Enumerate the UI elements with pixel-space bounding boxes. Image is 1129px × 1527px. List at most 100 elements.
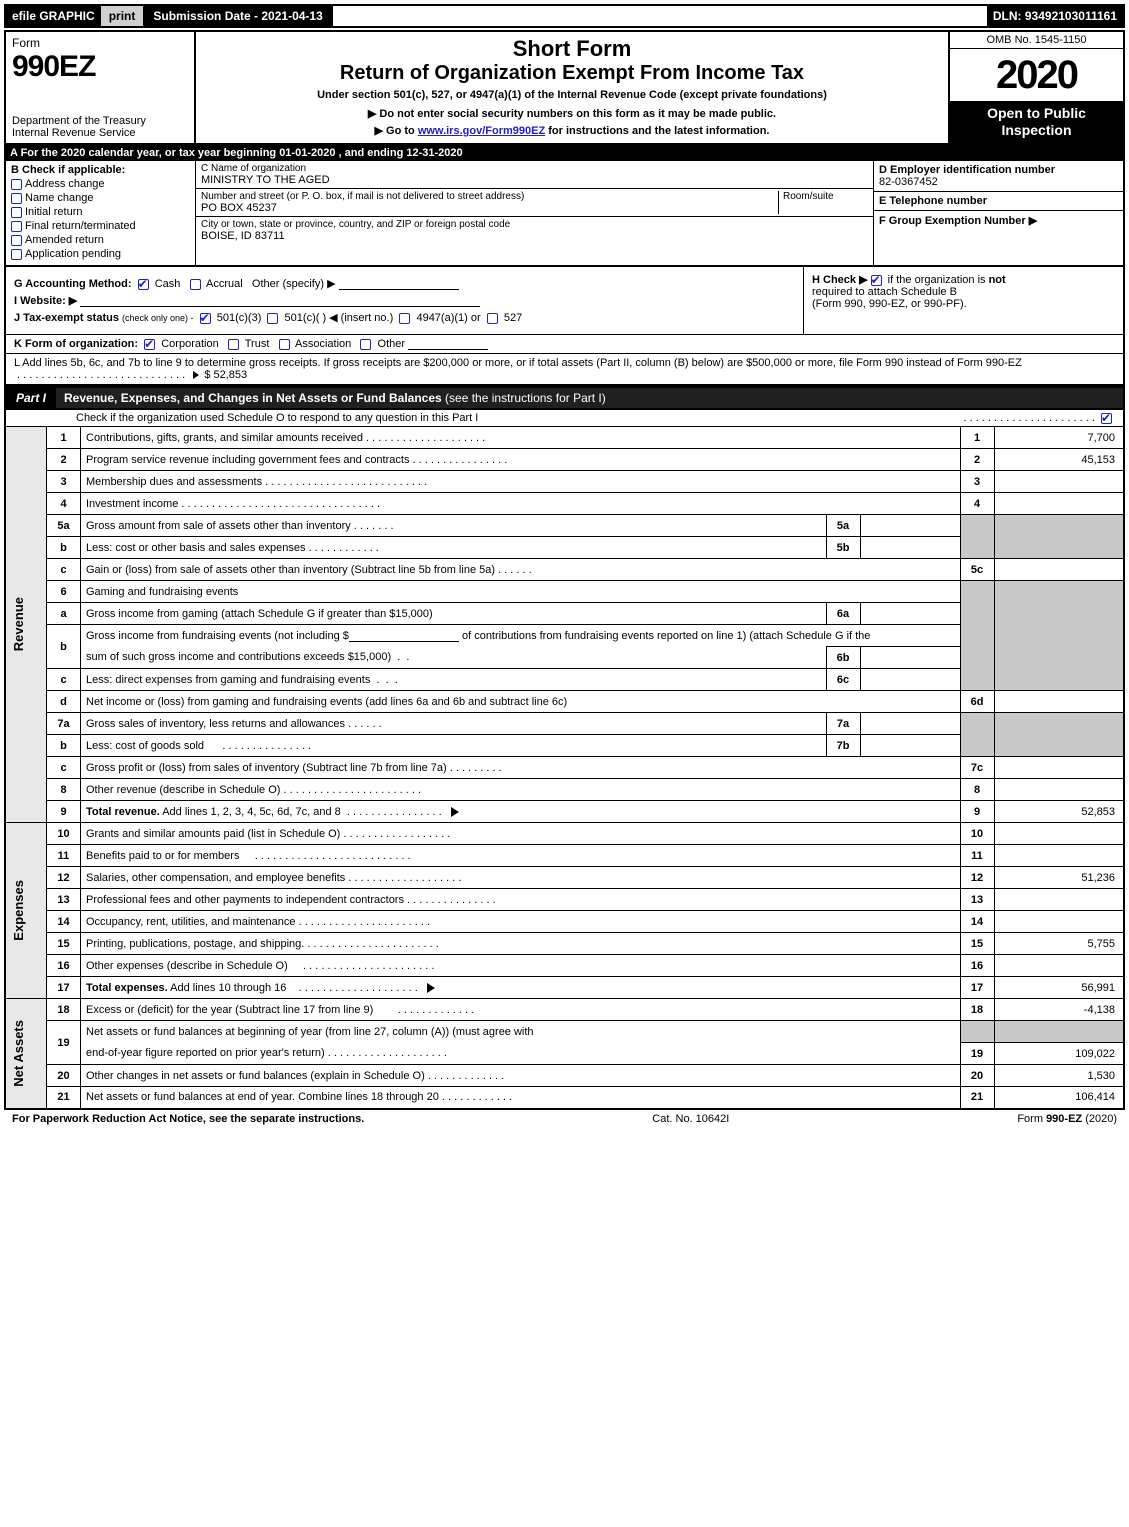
amt-2: 45,153 (994, 449, 1124, 471)
section-h: H Check ▶ if the organization is not req… (803, 267, 1123, 334)
row-20: 20 Other changes in net assets or fund b… (5, 1065, 1124, 1087)
page-footer: For Paperwork Reduction Act Notice, see … (4, 1110, 1125, 1128)
arrow-icon (427, 983, 435, 993)
row-21: 21 Net assets or fund balances at end of… (5, 1087, 1124, 1109)
row-6: 6 Gaming and fundraising events (5, 581, 1124, 603)
row-7a: 7a Gross sales of inventory, less return… (5, 713, 1124, 735)
j-4947[interactable] (399, 313, 410, 324)
k-assoc[interactable] (279, 339, 290, 350)
street-value: PO BOX 45237 (201, 202, 277, 214)
cash-checkbox[interactable] (138, 279, 149, 290)
row-6d: d Net income or (loss) from gaming and f… (5, 691, 1124, 713)
amt-15: 5,755 (994, 933, 1124, 955)
ein-value: 82-0367452 (879, 176, 938, 188)
row-16: 16 Other expenses (describe in Schedule … (5, 955, 1124, 977)
row-19-2: end-of-year figure reported on prior yea… (5, 1043, 1124, 1065)
open-inspection: Open to Public Inspection (950, 101, 1123, 143)
submission-date: Submission Date - 2021-04-13 (143, 6, 332, 26)
row-17: 17 Total expenses. Add lines 10 through … (5, 977, 1124, 999)
cb-initial[interactable]: Initial return (11, 206, 190, 218)
row-6b-1: b Gross income from fundraising events (… (5, 625, 1124, 647)
row-10: Expenses 10 Grants and similar amounts p… (5, 823, 1124, 845)
amt-21: 106,414 (994, 1087, 1124, 1109)
form-header: Form 990EZ Department of the Treasury In… (4, 30, 1125, 145)
section-d: D Employer identification number 82-0367… (874, 161, 1123, 192)
paperwork-notice: For Paperwork Reduction Act Notice, see … (12, 1113, 364, 1125)
main-table: Revenue 1 Contributions, gifts, grants, … (4, 426, 1125, 1110)
amt-12: 51,236 (994, 867, 1124, 889)
amt-19: 109,022 (994, 1043, 1124, 1065)
row-6b-2: sum of such gross income and contributio… (5, 647, 1124, 669)
city-value: BOISE, ID 83711 (201, 230, 868, 242)
sched-o-checkbox[interactable] (1101, 413, 1112, 424)
schedule-o-check: Check if the organization used Schedule … (4, 410, 1125, 426)
expenses-label: Expenses (11, 880, 26, 941)
j-501c[interactable] (267, 313, 278, 324)
cb-address[interactable]: Address change (11, 178, 190, 190)
row-2: 2 Program service revenue including gove… (5, 449, 1124, 471)
c-name-label: C Name of organization (201, 163, 868, 174)
accrual-checkbox[interactable] (190, 279, 201, 290)
room-label: Room/suite (783, 191, 834, 202)
row-5b: b Less: cost or other basis and sales ex… (5, 537, 1124, 559)
cb-name[interactable]: Name change (11, 192, 190, 204)
ssn-note: ▶ Do not enter social security numbers o… (204, 107, 940, 120)
form-label: Form (12, 36, 188, 50)
irs-link[interactable]: www.irs.gov/Form990EZ (418, 125, 545, 137)
section-b-title: B Check if applicable: (11, 164, 190, 176)
cb-pending[interactable]: Application pending (11, 248, 190, 260)
gross-receipts: $ 52,853 (204, 369, 247, 381)
goto-note: ▶ Go to www.irs.gov/Form990EZ for instru… (204, 124, 940, 137)
form-page: efile GRAPHIC print Submission Date - 20… (0, 0, 1129, 1132)
section-e: E Telephone number (874, 192, 1123, 211)
cb-final[interactable]: Final return/terminated (11, 220, 190, 232)
row-9: 9 Total revenue. Add lines 1, 2, 3, 4, 5… (5, 801, 1124, 823)
net-assets-label: Net Assets (11, 1020, 26, 1087)
j-527[interactable] (487, 313, 498, 324)
k-other[interactable] (360, 339, 371, 350)
section-b: B Check if applicable: Address change Na… (6, 161, 196, 265)
row-14: 14 Occupancy, rent, utilities, and maint… (5, 911, 1124, 933)
cat-no: Cat. No. 10642I (652, 1113, 729, 1125)
entity-block: B Check if applicable: Address change Na… (4, 161, 1125, 267)
row-13: 13 Professional fees and other payments … (5, 889, 1124, 911)
return-title: Return of Organization Exempt From Incom… (204, 62, 940, 85)
under-section: Under section 501(c), 527, or 4947(a)(1)… (204, 89, 940, 101)
row-11: 11 Benefits paid to or for members . . .… (5, 845, 1124, 867)
form-number: 990EZ (12, 50, 188, 84)
total-revenue: 52,853 (994, 801, 1124, 823)
ghi-block: G Accounting Method: Cash Accrual Other … (4, 267, 1125, 335)
section-g: G Accounting Method: Cash Accrual Other … (14, 277, 795, 290)
efile-label: efile GRAPHIC (6, 6, 101, 26)
header-right: OMB No. 1545-1150 2020 Open to Public In… (948, 32, 1123, 143)
row-5c: c Gain or (loss) from sale of assets oth… (5, 559, 1124, 581)
c-city-label: City or town, state or province, country… (201, 219, 868, 230)
k-trust[interactable] (228, 339, 239, 350)
row-6a: a Gross income from gaming (attach Sched… (5, 603, 1124, 625)
total-expenses: 56,991 (994, 977, 1124, 999)
cb-amended[interactable]: Amended return (11, 234, 190, 246)
bar-a: A For the 2020 calendar year, or tax yea… (4, 145, 1125, 161)
print-button[interactable]: print (101, 6, 144, 26)
row-1: Revenue 1 Contributions, gifts, grants, … (5, 427, 1124, 449)
j-501c3[interactable] (200, 313, 211, 324)
row-15: 15 Printing, publications, postage, and … (5, 933, 1124, 955)
tax-year: 2020 (950, 49, 1123, 101)
row-7c: c Gross profit or (loss) from sales of i… (5, 757, 1124, 779)
top-bar: efile GRAPHIC print Submission Date - 20… (4, 4, 1125, 28)
section-i: I Website: ▶ (14, 294, 795, 307)
part1-tab: Part I (6, 388, 56, 408)
row-6c: c Less: direct expenses from gaming and … (5, 669, 1124, 691)
form-ref: Form 990-EZ (2020) (1017, 1113, 1117, 1125)
part1-header: Part I Revenue, Expenses, and Changes in… (4, 386, 1125, 410)
row-4: 4 Investment income . . . . . . . . . . … (5, 493, 1124, 515)
header-center: Short Form Return of Organization Exempt… (196, 32, 948, 143)
section-j: J Tax-exempt status (check only one) - 5… (14, 311, 795, 324)
k-corp[interactable] (144, 339, 155, 350)
right-block: D Employer identification number 82-0367… (873, 161, 1123, 265)
h-checkbox[interactable] (871, 275, 882, 286)
arrow-icon (451, 807, 459, 817)
revenue-label: Revenue (11, 597, 26, 651)
section-l: L Add lines 5b, 6c, and 7b to line 9 to … (4, 354, 1125, 386)
amt-20: 1,530 (994, 1065, 1124, 1087)
